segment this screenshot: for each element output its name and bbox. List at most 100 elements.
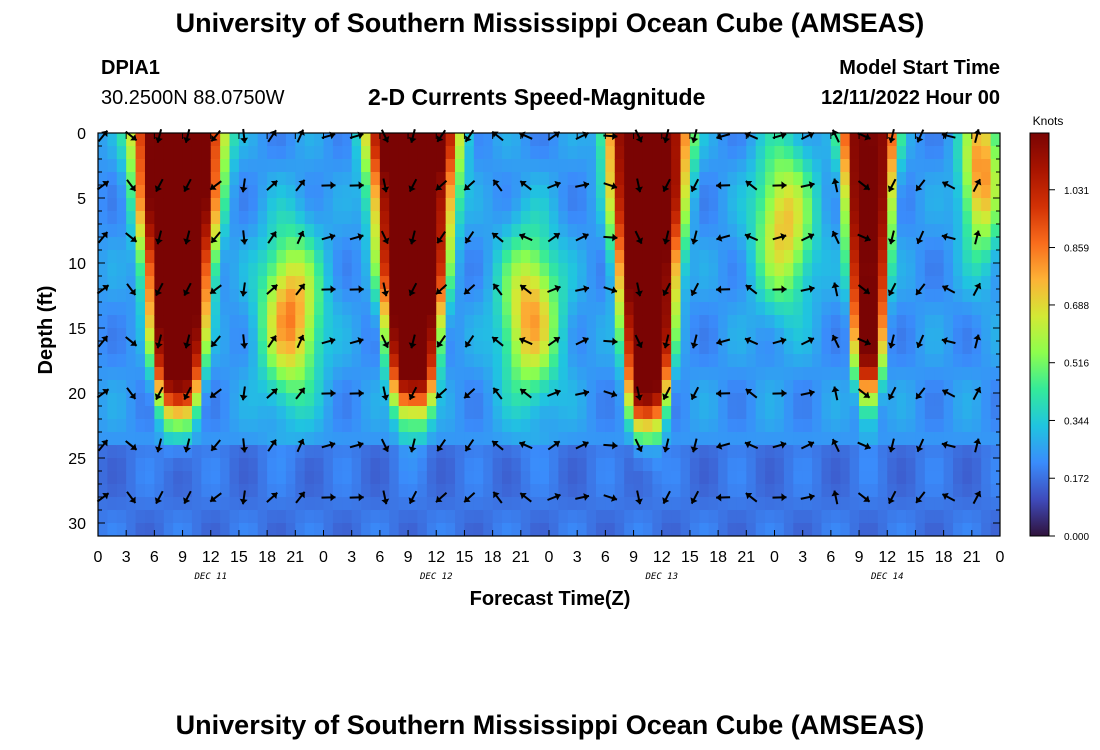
heatmap-cell (408, 510, 419, 524)
heatmap-cell (342, 380, 353, 394)
heatmap-cell (849, 159, 860, 173)
heatmap-cell (943, 393, 954, 407)
heatmap-cell (962, 159, 973, 173)
heatmap-cell (549, 367, 559, 381)
heatmap-cell (934, 471, 945, 485)
heatmap-cell (295, 172, 306, 186)
current-vector-arrow (887, 334, 896, 349)
heatmap-cell (295, 367, 306, 381)
heatmap-cell (304, 289, 315, 303)
heatmap-cell (370, 302, 381, 316)
heatmap-cell (314, 393, 325, 407)
heatmap-cell (295, 198, 306, 212)
current-vector-arrow (690, 438, 699, 453)
heatmap-cell (614, 497, 625, 511)
heatmap-cell (577, 432, 588, 446)
heatmap-cell (924, 354, 935, 368)
heatmap-cell (605, 211, 616, 225)
heatmap-cell (520, 237, 531, 251)
current-vector-arrow (662, 128, 671, 144)
heatmap-cell (605, 432, 616, 446)
heatmap-cell (191, 367, 202, 381)
heatmap-cell (680, 224, 691, 238)
heatmap-cell (605, 159, 616, 173)
heatmap-cell (276, 341, 287, 355)
heatmap-cell (558, 146, 569, 160)
heatmap-cell (915, 302, 926, 316)
heatmap-cell (323, 198, 334, 212)
heatmap-cell (793, 237, 804, 251)
heatmap-cell (492, 367, 503, 381)
heatmap-cell (614, 315, 625, 329)
heatmap-cell (182, 354, 193, 368)
colorbar-tick-label: 0.172 (1064, 474, 1089, 485)
heatmap-cell (295, 302, 306, 316)
current-vector-arrow (547, 440, 561, 451)
heatmap-cell (755, 458, 766, 472)
heatmap-cell (304, 133, 315, 147)
heatmap-cell (398, 211, 409, 225)
heatmap-cell (595, 159, 606, 173)
heatmap-cell (990, 328, 1000, 342)
current-vector-arrow (857, 233, 871, 242)
heatmap-cell (379, 185, 390, 199)
heatmap-cell (201, 484, 212, 498)
heatmap-cell (896, 159, 907, 173)
heatmap-cell (915, 406, 926, 420)
heatmap-cell (680, 263, 691, 277)
heatmap-cell (689, 185, 700, 199)
heatmap-cell (408, 250, 419, 264)
heatmap-cell (783, 523, 794, 536)
heatmap-cell (210, 497, 221, 511)
heatmap-cell (605, 497, 616, 511)
heatmap-cell (821, 289, 832, 303)
heatmap-cell (144, 133, 155, 147)
heatmap-cell (276, 523, 287, 536)
heatmap-cell (229, 133, 240, 147)
heatmap-cell (736, 276, 747, 290)
heatmap-cell (107, 172, 118, 186)
heatmap-cell (755, 432, 766, 446)
heatmap-cell (549, 211, 559, 225)
current-vector-arrow (518, 336, 533, 346)
heatmap-cell (417, 276, 428, 290)
heatmap-cell (267, 250, 278, 264)
heatmap-cell (408, 315, 419, 329)
heatmap-cell (295, 341, 306, 355)
heatmap-cell (671, 471, 682, 485)
heatmap-cell (473, 432, 484, 446)
heatmap-cell (98, 315, 108, 329)
heatmap-cell (361, 406, 372, 420)
heatmap-cell (445, 302, 456, 316)
current-vector-arrow (239, 386, 248, 401)
heatmap-cell (624, 198, 635, 212)
heatmap-cell (943, 419, 954, 433)
heatmap-cell (370, 276, 381, 290)
heatmap-cell (304, 302, 315, 316)
heatmap-cell (924, 510, 935, 524)
heatmap-cell (285, 211, 296, 225)
heatmap-cell (793, 432, 804, 446)
heatmap-cell (821, 380, 832, 394)
heatmap-cell (210, 211, 221, 225)
heatmap-cell (238, 406, 249, 420)
heatmap-cell (689, 211, 700, 225)
heatmap-cell (802, 406, 813, 420)
heatmap-cell (821, 484, 832, 498)
heatmap-cell (812, 458, 823, 472)
heatmap-cell (755, 146, 766, 160)
heatmap-cell (530, 133, 541, 147)
heatmap-cell (821, 211, 832, 225)
heatmap-cell (295, 289, 306, 303)
heatmap-cell (896, 523, 907, 536)
heatmap-cell (981, 302, 992, 316)
heatmap-cell (107, 393, 118, 407)
heatmap-cell (718, 510, 729, 524)
heatmap-cell (812, 172, 823, 186)
heatmap-cell (652, 419, 663, 433)
current-vector-arrow (183, 334, 191, 349)
current-vector-arrow (772, 337, 787, 345)
heatmap-cell (812, 133, 823, 147)
current-vector-arrow (239, 282, 248, 297)
heatmap-cell (736, 367, 747, 381)
